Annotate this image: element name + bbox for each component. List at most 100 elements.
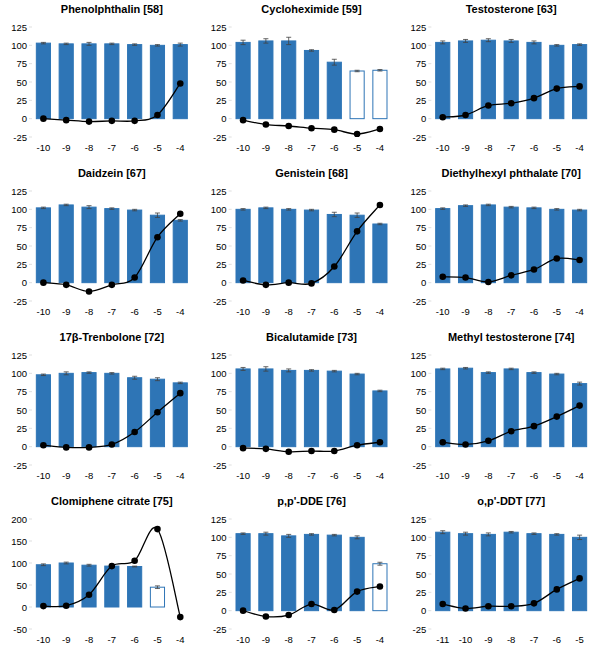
y-tick-label: 50 [216, 569, 227, 580]
point [553, 413, 560, 420]
error-bar [463, 205, 468, 206]
bar [128, 567, 142, 607]
y-tick-label: 0 [22, 441, 27, 452]
y-tick-label: 25 [416, 587, 427, 598]
x-tick-label: -8 [484, 306, 492, 317]
line [43, 393, 180, 448]
bar [550, 374, 564, 447]
x-tick-label: -10 [459, 634, 473, 645]
panel-title: Diethylhexyl phthalate [70] [441, 167, 581, 179]
y-tick-label: 50 [16, 77, 27, 88]
y-tick [29, 191, 32, 192]
x-tick-label: -6 [130, 306, 138, 317]
bar [282, 536, 296, 611]
error-bar [241, 533, 246, 534]
y-tick [428, 555, 431, 556]
bar [236, 369, 250, 447]
error-bar [309, 209, 314, 210]
y-tick [29, 209, 32, 210]
panel-title: Testosterone [63] [466, 3, 557, 15]
y-tick-label: 100 [410, 368, 426, 379]
x-tick-label: -6 [530, 470, 538, 481]
point [439, 274, 446, 281]
point [354, 588, 361, 595]
point [285, 123, 292, 130]
y-tick [428, 610, 431, 611]
y-tick-label: 0 [221, 605, 226, 616]
point [377, 583, 384, 590]
panel-title: 17β-Trenbolone [72] [60, 331, 165, 343]
y-tick-label: 125 [211, 350, 227, 361]
point [354, 131, 361, 137]
y-tick-label: 125 [211, 514, 227, 525]
y-tick-label: -25 [213, 460, 227, 471]
error-bar [178, 220, 183, 221]
bar [128, 210, 142, 283]
x-tick-label: -10 [436, 142, 450, 153]
y-tick [29, 63, 32, 64]
bar [82, 207, 96, 283]
bar [573, 537, 587, 610]
bar [458, 206, 472, 283]
bar [259, 41, 273, 119]
y-tick [229, 610, 232, 611]
y-tick-label: 100 [211, 40, 227, 51]
point [553, 255, 560, 262]
x-tick-label: -10 [37, 306, 51, 317]
y-tick-label: 25 [16, 95, 27, 106]
error-bar [263, 39, 268, 43]
bar [82, 565, 96, 607]
point [308, 125, 315, 132]
error-bar [109, 373, 114, 374]
y-tick-label: 0 [221, 113, 226, 124]
y-tick-label: 50 [16, 405, 27, 416]
y-tick [29, 629, 32, 630]
point [154, 409, 161, 416]
x-tick-label: -10 [37, 470, 51, 481]
x-tick-label: -7 [307, 470, 315, 481]
error-bar [486, 204, 491, 205]
error-bar [309, 534, 314, 535]
y-tick [428, 63, 431, 64]
point [131, 274, 138, 281]
error-bar [286, 369, 291, 372]
y-tick [229, 574, 232, 575]
y-tick-label: 75 [416, 222, 427, 233]
point [240, 445, 247, 452]
y-tick-label: 50 [416, 569, 427, 580]
panel: Cycloheximide [59]-250255075100125-10-9-… [211, 3, 387, 153]
bar [436, 42, 450, 118]
y-tick [428, 264, 431, 265]
y-tick-label: 100 [410, 204, 426, 215]
point [109, 282, 116, 289]
point [531, 266, 538, 273]
y-tick-label: 25 [216, 423, 227, 434]
point [508, 603, 515, 610]
x-tick-label: -4 [575, 306, 583, 317]
bar [259, 369, 273, 447]
y-tick-label: -25 [213, 296, 227, 307]
panel: 17β-Trenbolone [72]-250255075100125-10-9… [11, 331, 187, 481]
y-tick-label: 100 [11, 558, 27, 569]
error-bar [132, 566, 137, 568]
point [308, 280, 315, 287]
error-bar [377, 562, 382, 565]
bar [436, 532, 450, 610]
x-tick-label: -6 [330, 142, 338, 153]
bar [350, 537, 364, 610]
point [154, 112, 161, 119]
x-tick-label: -4 [376, 142, 384, 153]
point [86, 288, 93, 295]
error-bar [241, 40, 246, 44]
error-bar [41, 42, 46, 43]
y-tick [229, 373, 232, 374]
bar [36, 208, 50, 283]
y-tick [428, 118, 431, 119]
y-tick-label: 0 [421, 113, 426, 124]
point [331, 126, 338, 133]
y-tick-label: 75 [16, 386, 27, 397]
bar [128, 45, 142, 119]
panel: Bicalutamide [73]-250255075100125-10-9-8… [211, 331, 387, 481]
bar [259, 208, 273, 283]
y-tick [29, 465, 32, 466]
